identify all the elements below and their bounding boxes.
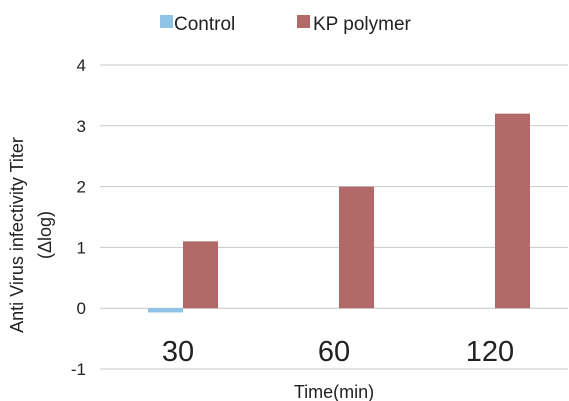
bar-kp-polymer-120 <box>495 113 530 309</box>
bar-control-30 <box>148 308 183 313</box>
y-tick-label: 4 <box>77 56 86 75</box>
x-axis-label: Time(min) <box>294 382 374 401</box>
bar-kp-polymer-60 <box>339 186 374 309</box>
y-axis-label-line-2: (Δlog) <box>35 211 55 259</box>
x-tick-labels: 30 60 120 <box>162 336 514 368</box>
legend-swatch-kp-polymer <box>297 15 310 28</box>
y-tick-label: 3 <box>77 117 86 136</box>
y-axis-label-line-1: Anti Virus infectivity Titer <box>7 137 27 333</box>
bar-kp-polymer-30 <box>183 241 218 309</box>
y-axis-label: Anti Virus infectivity Titer (Δlog) <box>7 137 55 333</box>
legend: Control KP polymer <box>160 14 412 35</box>
bars <box>148 113 530 313</box>
legend-label-kp-polymer: KP polymer <box>313 14 412 35</box>
y-tick-label: 0 <box>77 299 86 318</box>
x-tick-label: 120 <box>466 336 514 368</box>
y-tick-label: -1 <box>71 360 86 379</box>
y-tick-label: 2 <box>77 178 86 197</box>
y-tick-label: 1 <box>77 238 86 257</box>
y-tick-labels: -1 0 1 2 3 4 <box>71 56 86 379</box>
legend-label-control: Control <box>174 14 235 35</box>
legend-swatch-control <box>160 15 173 28</box>
x-tick-label: 60 <box>318 336 350 368</box>
x-tick-label: 30 <box>162 336 194 368</box>
